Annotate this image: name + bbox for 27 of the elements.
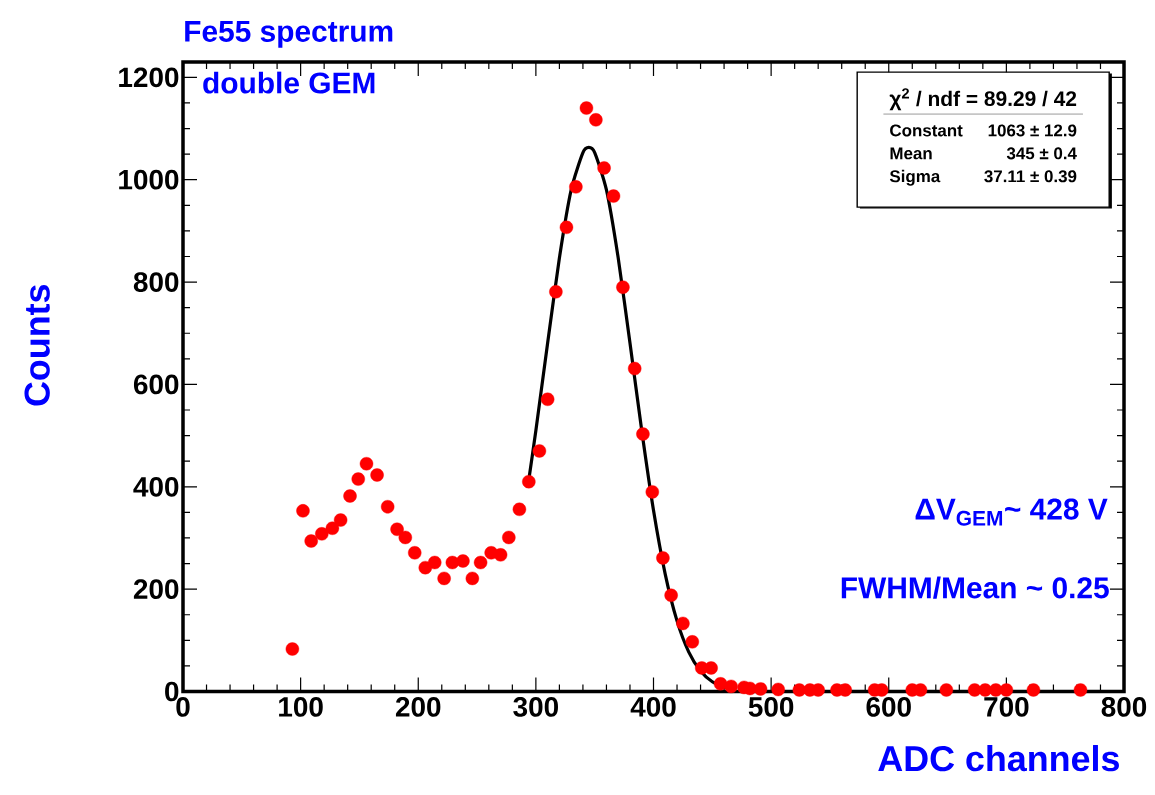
x-tick-label: 700 [984, 697, 1029, 717]
annotation: 345 ± 0.4 [1006, 147, 1077, 160]
annotation: Constant [890, 124, 963, 137]
y-tick-label: 1000 [119, 169, 179, 190]
annotation: Sigma [889, 169, 941, 186]
x-tick-label: 600 [866, 697, 911, 717]
x-tick-label: 800 [1101, 697, 1147, 717]
y-tick-label: 1200 [119, 67, 179, 88]
x-tick-label: 400 [630, 697, 676, 717]
annotation: 37.11 ± 0.39 [984, 170, 1077, 183]
y-tick-label: 400 [133, 476, 179, 497]
y-axis-title: Counts [24, 284, 50, 406]
x-tick-label: 300 [513, 697, 558, 717]
x-tick-label: 100 [279, 697, 323, 717]
annotation: Mean [890, 147, 932, 160]
y-tick-label: 200 [133, 579, 179, 600]
annotation: χ$^{2}$ / ndf = 89.29 / 42 [889, 88, 1077, 111]
annotation: 1063 ± 12.9 [988, 124, 1077, 137]
x-axis-title: ADC channels [878, 745, 1119, 772]
y-tick-label: 800 [133, 272, 179, 292]
y-tick-label: 600 [133, 374, 179, 395]
annotation: FWHM/Mean ~ 0.25 [841, 576, 1109, 599]
chart-title: Fe55 spectrum [185, 21, 393, 48]
x-tick-label: 200 [395, 697, 441, 717]
x-tick-label: 500 [748, 697, 794, 717]
annotation: ΔV$_{GEM}$~ 428 V [915, 498, 1108, 526]
annotation: double GEM [203, 71, 375, 94]
